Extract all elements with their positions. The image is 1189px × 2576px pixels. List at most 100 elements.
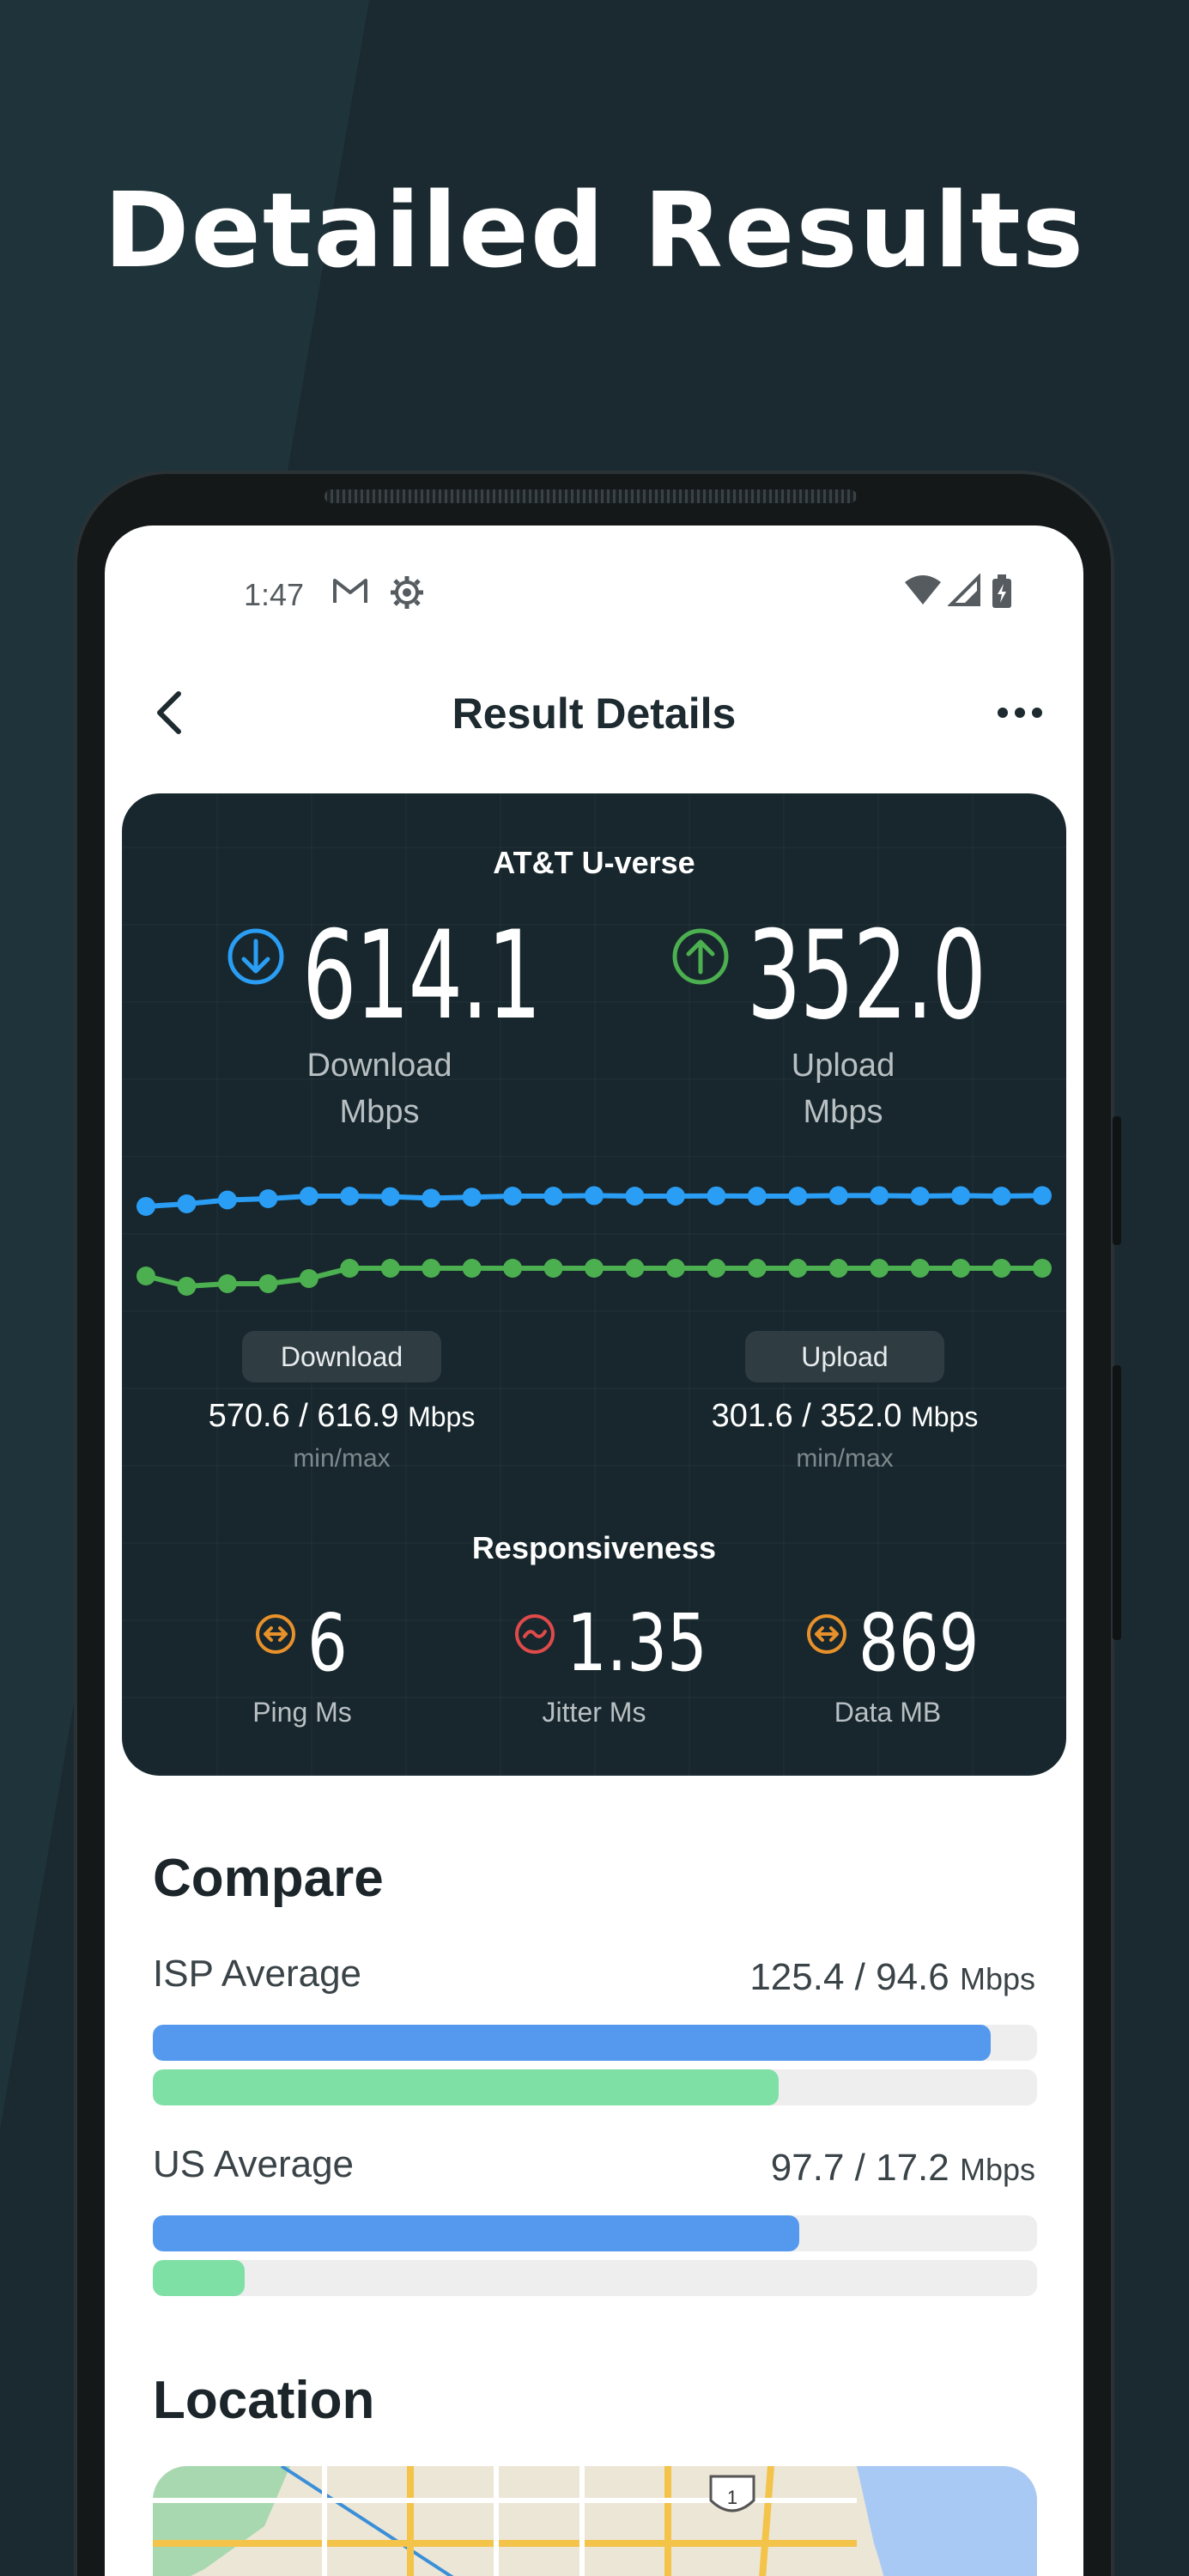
isp-average-label: ISP Average	[153, 1953, 362, 1995]
download-range-value: 570.6 / 616.9 Mbps	[208, 1398, 476, 1434]
jitter-label: Jitter Ms	[542, 1697, 646, 1728]
compare-title: Compare	[153, 1849, 384, 1908]
series-1-point-0	[136, 1267, 155, 1285]
series-1-point-5	[340, 1259, 360, 1278]
headline: Detailed Results	[103, 172, 1086, 291]
series-1-point-21	[992, 1259, 1011, 1278]
isp-name: AT&T U-verse	[493, 845, 695, 880]
settings-status-icon	[391, 576, 423, 609]
isp-download-bar-fill	[153, 2025, 992, 2061]
series-1-point-8	[462, 1259, 482, 1278]
series-1-point-22	[1033, 1259, 1052, 1278]
download-arrow-icon	[227, 928, 284, 985]
more-options-icon[interactable]	[996, 704, 1044, 721]
us-average-value: 97.7 / 17.2 Mbps	[770, 2147, 1035, 2189]
jitter-icon	[515, 1614, 555, 1654]
series-0-point-16	[788, 1187, 808, 1206]
series-0-point-1	[177, 1194, 197, 1213]
isp-average-value: 125.4 / 94.6 Mbps	[749, 1956, 1035, 1998]
series-0-point-8	[462, 1188, 482, 1207]
map-graphic: 809 95 1	[153, 2466, 1037, 2576]
isp-upload-bar	[153, 2069, 1037, 2105]
download-range-caption: min/max	[293, 1444, 391, 1473]
responsiveness-title: Responsiveness	[471, 1530, 717, 1565]
series-0-point-10	[543, 1187, 563, 1206]
series-1-point-16	[788, 1259, 808, 1278]
phone-speaker	[325, 489, 857, 503]
series-0-point-7	[422, 1188, 441, 1208]
speed-line-chart	[136, 1186, 1052, 1296]
phone-screen: 1:47 Result Details AT&T U-verse	[105, 526, 1083, 2576]
series-1-point-20	[951, 1259, 971, 1278]
series-0-point-21	[992, 1187, 1011, 1206]
us-download-bar-fill	[153, 2215, 799, 2251]
gmail-icon	[333, 579, 367, 603]
upload-range-chip: Upload	[745, 1331, 944, 1382]
series-1-point-18	[870, 1259, 889, 1278]
page-title: Result Details	[452, 690, 737, 738]
phone-side-button	[1113, 1116, 1121, 1245]
data-label: Data MB	[834, 1697, 942, 1728]
isp-upload-bar-fill	[153, 2069, 780, 2105]
series-1-point-17	[828, 1259, 848, 1278]
series-0-point-5	[340, 1187, 360, 1206]
data-value: 869	[858, 1597, 980, 1689]
us-upload-bar-fill	[153, 2260, 246, 2296]
upload-range-value: 301.6 / 352.0 Mbps	[711, 1398, 979, 1434]
series-1-point-3	[258, 1274, 278, 1293]
battery-icon	[992, 574, 1011, 608]
location-title: Location	[153, 2371, 375, 2430]
back-arrow-icon[interactable]	[153, 689, 187, 737]
series-1-point-15	[747, 1259, 767, 1278]
series-0-point-2	[217, 1190, 237, 1210]
series-0-point-4	[299, 1187, 318, 1206]
series-0-point-13	[665, 1187, 685, 1206]
jitter-value: 1.35	[567, 1597, 707, 1689]
series-0-point-11	[585, 1186, 604, 1206]
series-1-point-13	[665, 1259, 685, 1278]
download-value: 614.1	[302, 905, 542, 1047]
phone-volume-button	[1113, 1365, 1121, 1640]
series-0-point-18	[870, 1186, 889, 1206]
series-1-point-2	[217, 1274, 237, 1293]
signal-icon	[948, 574, 980, 606]
series-0-point-15	[747, 1187, 767, 1206]
status-time: 1:47	[244, 577, 305, 612]
upload-value: 352.0	[747, 905, 986, 1047]
series-0-point-22	[1033, 1186, 1052, 1206]
series-0-point-14	[707, 1186, 726, 1206]
series-1-point-14	[707, 1259, 726, 1278]
isp-download-bar	[153, 2025, 1037, 2061]
series-1-point-4	[299, 1269, 318, 1288]
upload-arrow-icon	[672, 928, 729, 985]
upload-label: Upload Mbps	[791, 1048, 895, 1130]
series-0-point-17	[828, 1186, 848, 1206]
series-1-point-12	[625, 1259, 645, 1278]
ping-value: 6	[307, 1597, 348, 1689]
series-1-point-7	[422, 1259, 441, 1278]
series-0-point-20	[951, 1186, 971, 1206]
series-1-point-11	[585, 1259, 604, 1278]
series-0-point-9	[503, 1187, 523, 1206]
ping-icon	[256, 1614, 295, 1654]
us-average-label: US Average	[153, 2143, 355, 2185]
download-label: Download Mbps	[306, 1048, 452, 1130]
series-0-point-3	[258, 1189, 278, 1208]
series-0-point-6	[380, 1187, 400, 1206]
download-range-chip: Download	[242, 1331, 441, 1382]
upload-range-caption: min/max	[796, 1444, 894, 1473]
ping-label: Ping Ms	[252, 1697, 352, 1728]
series-0-point-19	[910, 1187, 930, 1206]
result-card: AT&T U-verse 614.1 Download Mbps 352.0 Up…	[122, 793, 1066, 1776]
series-0-point-0	[136, 1197, 155, 1216]
series-0-point-12	[625, 1187, 645, 1206]
wifi-icon	[905, 575, 941, 605]
us-download-bar	[153, 2215, 1037, 2251]
series-1-point-19	[910, 1259, 930, 1278]
location-map[interactable]: 809 95 1	[153, 2466, 1037, 2576]
series-1-point-10	[543, 1259, 563, 1278]
series-1-point-9	[503, 1259, 523, 1278]
data-icon	[807, 1614, 846, 1654]
series-1-point-1	[177, 1277, 197, 1296]
series-1-point-6	[380, 1259, 400, 1278]
